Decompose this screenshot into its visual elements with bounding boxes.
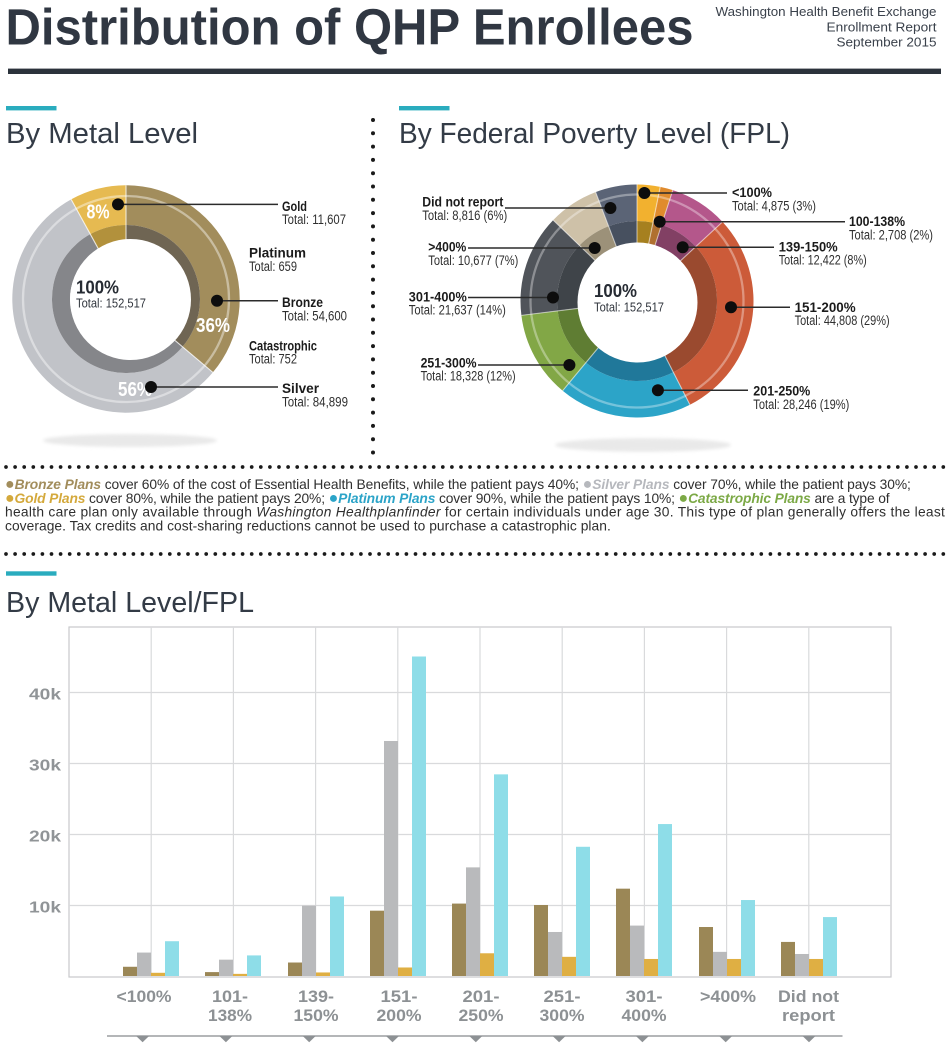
- svg-text:Total: 152,517: Total: 152,517: [76, 296, 146, 311]
- svg-text:Total: 8,816 (6%): Total: 8,816 (6%): [422, 208, 507, 223]
- svg-text:Total: 11,607: Total: 11,607: [282, 212, 346, 227]
- svg-text:Total: 84,899: Total: 84,899: [282, 394, 348, 409]
- svg-text:By Metal Level: By Metal Level: [6, 118, 198, 150]
- svg-text:Total: 752: Total: 752: [249, 352, 297, 367]
- svg-text:56%: 56%: [118, 379, 152, 401]
- svg-text:301-400%: 301-400%: [409, 288, 468, 304]
- svg-text:Enrollment Report: Enrollment Report: [827, 20, 938, 34]
- svg-text:Total: 18,328 (12%): Total: 18,328 (12%): [421, 369, 516, 384]
- svg-text:139-: 139-: [298, 988, 334, 1006]
- svg-text:138%: 138%: [208, 1007, 253, 1025]
- svg-text:Catastrophic: Catastrophic: [249, 337, 317, 353]
- svg-text:Total: 28,246 (19%): Total: 28,246 (19%): [753, 397, 849, 412]
- svg-text:30k: 30k: [29, 758, 61, 775]
- svg-text:100%: 100%: [594, 280, 637, 301]
- svg-text:<100%: <100%: [732, 184, 773, 200]
- svg-text:36%: 36%: [196, 315, 230, 337]
- svg-text:Total: 152,517: Total: 152,517: [594, 300, 664, 315]
- svg-text:201-250%: 201-250%: [753, 383, 810, 399]
- svg-text:<100%: <100%: [117, 988, 173, 1006]
- svg-text:101-: 101-: [212, 988, 248, 1006]
- svg-text:Total: 54,600: Total: 54,600: [282, 308, 347, 323]
- svg-text:Washington Health Benefit Exch: Washington Health Benefit Exchange: [716, 5, 937, 19]
- svg-text:Gold: Gold: [282, 198, 307, 214]
- svg-text:40k: 40k: [29, 687, 61, 704]
- svg-text:health care plan only availabl: health care plan only available through …: [5, 505, 945, 520]
- svg-text:100%: 100%: [76, 276, 119, 297]
- svg-text:151-200%: 151-200%: [795, 299, 857, 315]
- svg-text:September 2015: September 2015: [837, 36, 937, 50]
- svg-text:Total: 10,677 (7%): Total: 10,677 (7%): [428, 253, 518, 268]
- svg-text:Did not report: Did not report: [422, 194, 503, 210]
- svg-text:Distribution of QHP Enrollees: Distribution of QHP Enrollees: [6, 0, 694, 56]
- svg-text:250%: 250%: [459, 1007, 505, 1025]
- svg-text:●Bronze Plans cover 60% of the: ●Bronze Plans cover 60% of the cost of E…: [5, 476, 911, 493]
- svg-text:●Gold Plans cover 80%, while t: ●Gold Plans cover 80%, while the patient…: [5, 490, 890, 507]
- svg-text:201-: 201-: [463, 988, 500, 1006]
- svg-text:150%: 150%: [294, 1007, 340, 1025]
- svg-text:251-300%: 251-300%: [421, 354, 477, 370]
- svg-text:10k: 10k: [29, 900, 61, 917]
- svg-text:Total: 44,808 (29%): Total: 44,808 (29%): [795, 313, 890, 328]
- svg-text:>400%: >400%: [700, 988, 757, 1006]
- svg-text:By Metal Level/FPL: By Metal Level/FPL: [6, 587, 254, 619]
- svg-text:Bronze: Bronze: [282, 294, 323, 310]
- svg-text:Silver: Silver: [282, 380, 320, 396]
- svg-text:100-138%: 100-138%: [849, 213, 905, 229]
- svg-text:200%: 200%: [377, 1007, 423, 1025]
- svg-text:251-: 251-: [544, 988, 581, 1006]
- svg-text:Platinum: Platinum: [249, 245, 306, 261]
- svg-text:>400%: >400%: [428, 239, 466, 255]
- svg-text:301-: 301-: [626, 988, 663, 1006]
- svg-text:report: report: [782, 1007, 836, 1025]
- svg-text:Total: 21,637 (14%): Total: 21,637 (14%): [409, 303, 506, 318]
- svg-text:Total: 12,422 (8%): Total: 12,422 (8%): [779, 253, 867, 268]
- svg-text:8%: 8%: [87, 201, 110, 223]
- svg-text:151-: 151-: [381, 988, 418, 1006]
- svg-text:By Federal Poverty Level (FPL): By Federal Poverty Level (FPL): [399, 118, 790, 150]
- svg-text:400%: 400%: [622, 1007, 668, 1025]
- svg-text:Did not: Did not: [778, 988, 840, 1006]
- svg-text:coverage. Tax credits and cost: coverage. Tax credits and cost-sharing r…: [5, 518, 611, 533]
- svg-text:Total: 4,875 (3%): Total: 4,875 (3%): [732, 198, 816, 213]
- svg-text:Total: 2,708 (2%): Total: 2,708 (2%): [849, 227, 933, 242]
- svg-text:139-150%: 139-150%: [779, 238, 839, 254]
- svg-text:Total: 659: Total: 659: [249, 259, 297, 274]
- svg-text:300%: 300%: [540, 1007, 586, 1025]
- svg-text:20k: 20k: [29, 829, 61, 846]
